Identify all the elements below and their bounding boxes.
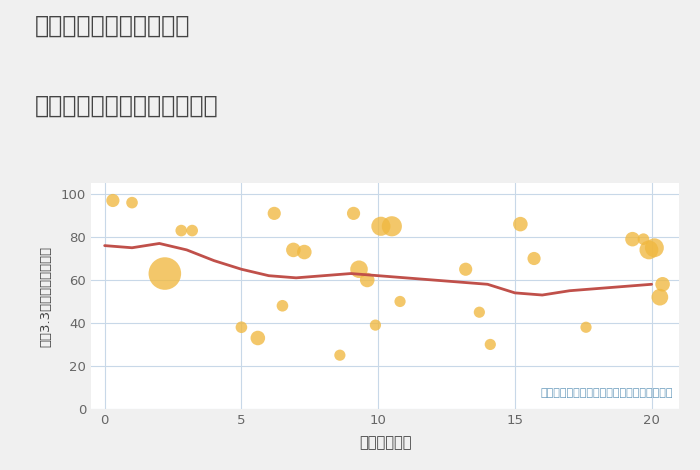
- Point: [643, 246, 655, 254]
- Point: [580, 323, 592, 331]
- Y-axis label: 坪（3.3㎡）単価（万円）: 坪（3.3㎡）単価（万円）: [40, 245, 52, 347]
- Point: [528, 255, 540, 262]
- Point: [394, 298, 405, 305]
- Point: [252, 334, 263, 342]
- Point: [484, 341, 496, 348]
- Point: [638, 235, 649, 243]
- Text: 三重県伊賀市上野忍町の: 三重県伊賀市上野忍町の: [35, 14, 190, 38]
- Point: [627, 235, 638, 243]
- Point: [107, 197, 118, 204]
- Text: 駅距離別中古マンション価格: 駅距離別中古マンション価格: [35, 94, 218, 118]
- Point: [276, 302, 288, 310]
- Point: [657, 281, 668, 288]
- Text: 円の大きさは、取引のあった物件面積を示す: 円の大きさは、取引のあった物件面積を示す: [540, 388, 673, 398]
- Point: [159, 270, 170, 277]
- Point: [654, 293, 666, 301]
- X-axis label: 駅距離（分）: 駅距離（分）: [358, 435, 412, 450]
- Point: [474, 308, 485, 316]
- Point: [335, 352, 346, 359]
- Point: [460, 266, 471, 273]
- Point: [386, 222, 398, 230]
- Point: [375, 222, 386, 230]
- Point: [348, 210, 359, 217]
- Point: [514, 220, 526, 228]
- Point: [288, 246, 299, 254]
- Point: [649, 244, 660, 251]
- Point: [127, 199, 138, 206]
- Point: [370, 321, 381, 329]
- Point: [299, 248, 310, 256]
- Point: [176, 227, 187, 235]
- Point: [362, 276, 373, 284]
- Point: [354, 266, 365, 273]
- Point: [269, 210, 280, 217]
- Point: [236, 323, 247, 331]
- Point: [187, 227, 198, 235]
